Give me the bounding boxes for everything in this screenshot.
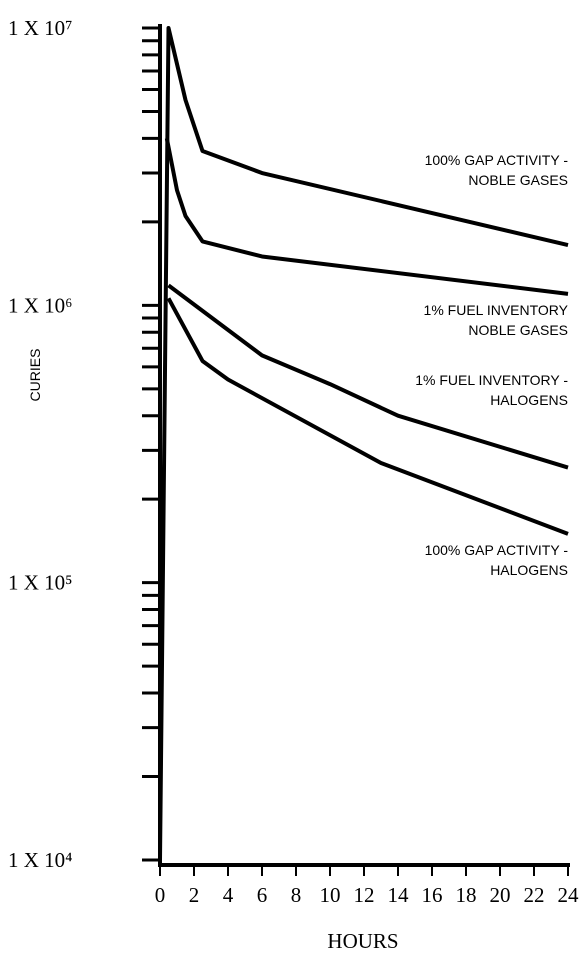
y-tick-label: 1 X 10⁶ <box>8 293 73 317</box>
x-tick-label: 16 <box>422 883 443 907</box>
series-label: 1% FUEL INVENTORY NOBLE GASES <box>424 302 569 338</box>
x-tick-label: 20 <box>490 883 511 907</box>
y-tick-label: 1 X 10⁵ <box>8 571 73 595</box>
y-axis-label: CURIES <box>27 349 43 402</box>
x-tick-label: 14 <box>388 883 410 907</box>
series-line <box>158 26 569 861</box>
series-line <box>167 283 569 470</box>
y-tick-label: 1 X 10⁷ <box>8 16 73 40</box>
x-tick-label: 2 <box>189 883 200 907</box>
x-tick-label: 22 <box>524 883 545 907</box>
series-line <box>164 137 569 296</box>
x-tick-label: 6 <box>257 883 268 907</box>
series-label: 100% GAP ACTIVITY -HALOGENS <box>425 542 569 578</box>
series-label: 1% FUEL INVENTORY -HALOGENS <box>415 372 568 408</box>
x-tick-label: 12 <box>354 883 375 907</box>
x-tick-label: 4 <box>223 883 234 907</box>
x-tick-label: 0 <box>155 883 166 907</box>
x-tick-label: 24 <box>558 883 580 907</box>
x-tick-label: 8 <box>291 883 302 907</box>
series-line <box>166 297 569 536</box>
x-axis-label: HOURS <box>327 929 398 953</box>
x-tick-label: 18 <box>456 883 477 907</box>
x-tick-label: 10 <box>320 883 341 907</box>
series-label: 100% GAP ACTIVITY -NOBLE GASES <box>425 152 569 188</box>
y-tick-label: 1 X 10⁴ <box>8 848 73 872</box>
